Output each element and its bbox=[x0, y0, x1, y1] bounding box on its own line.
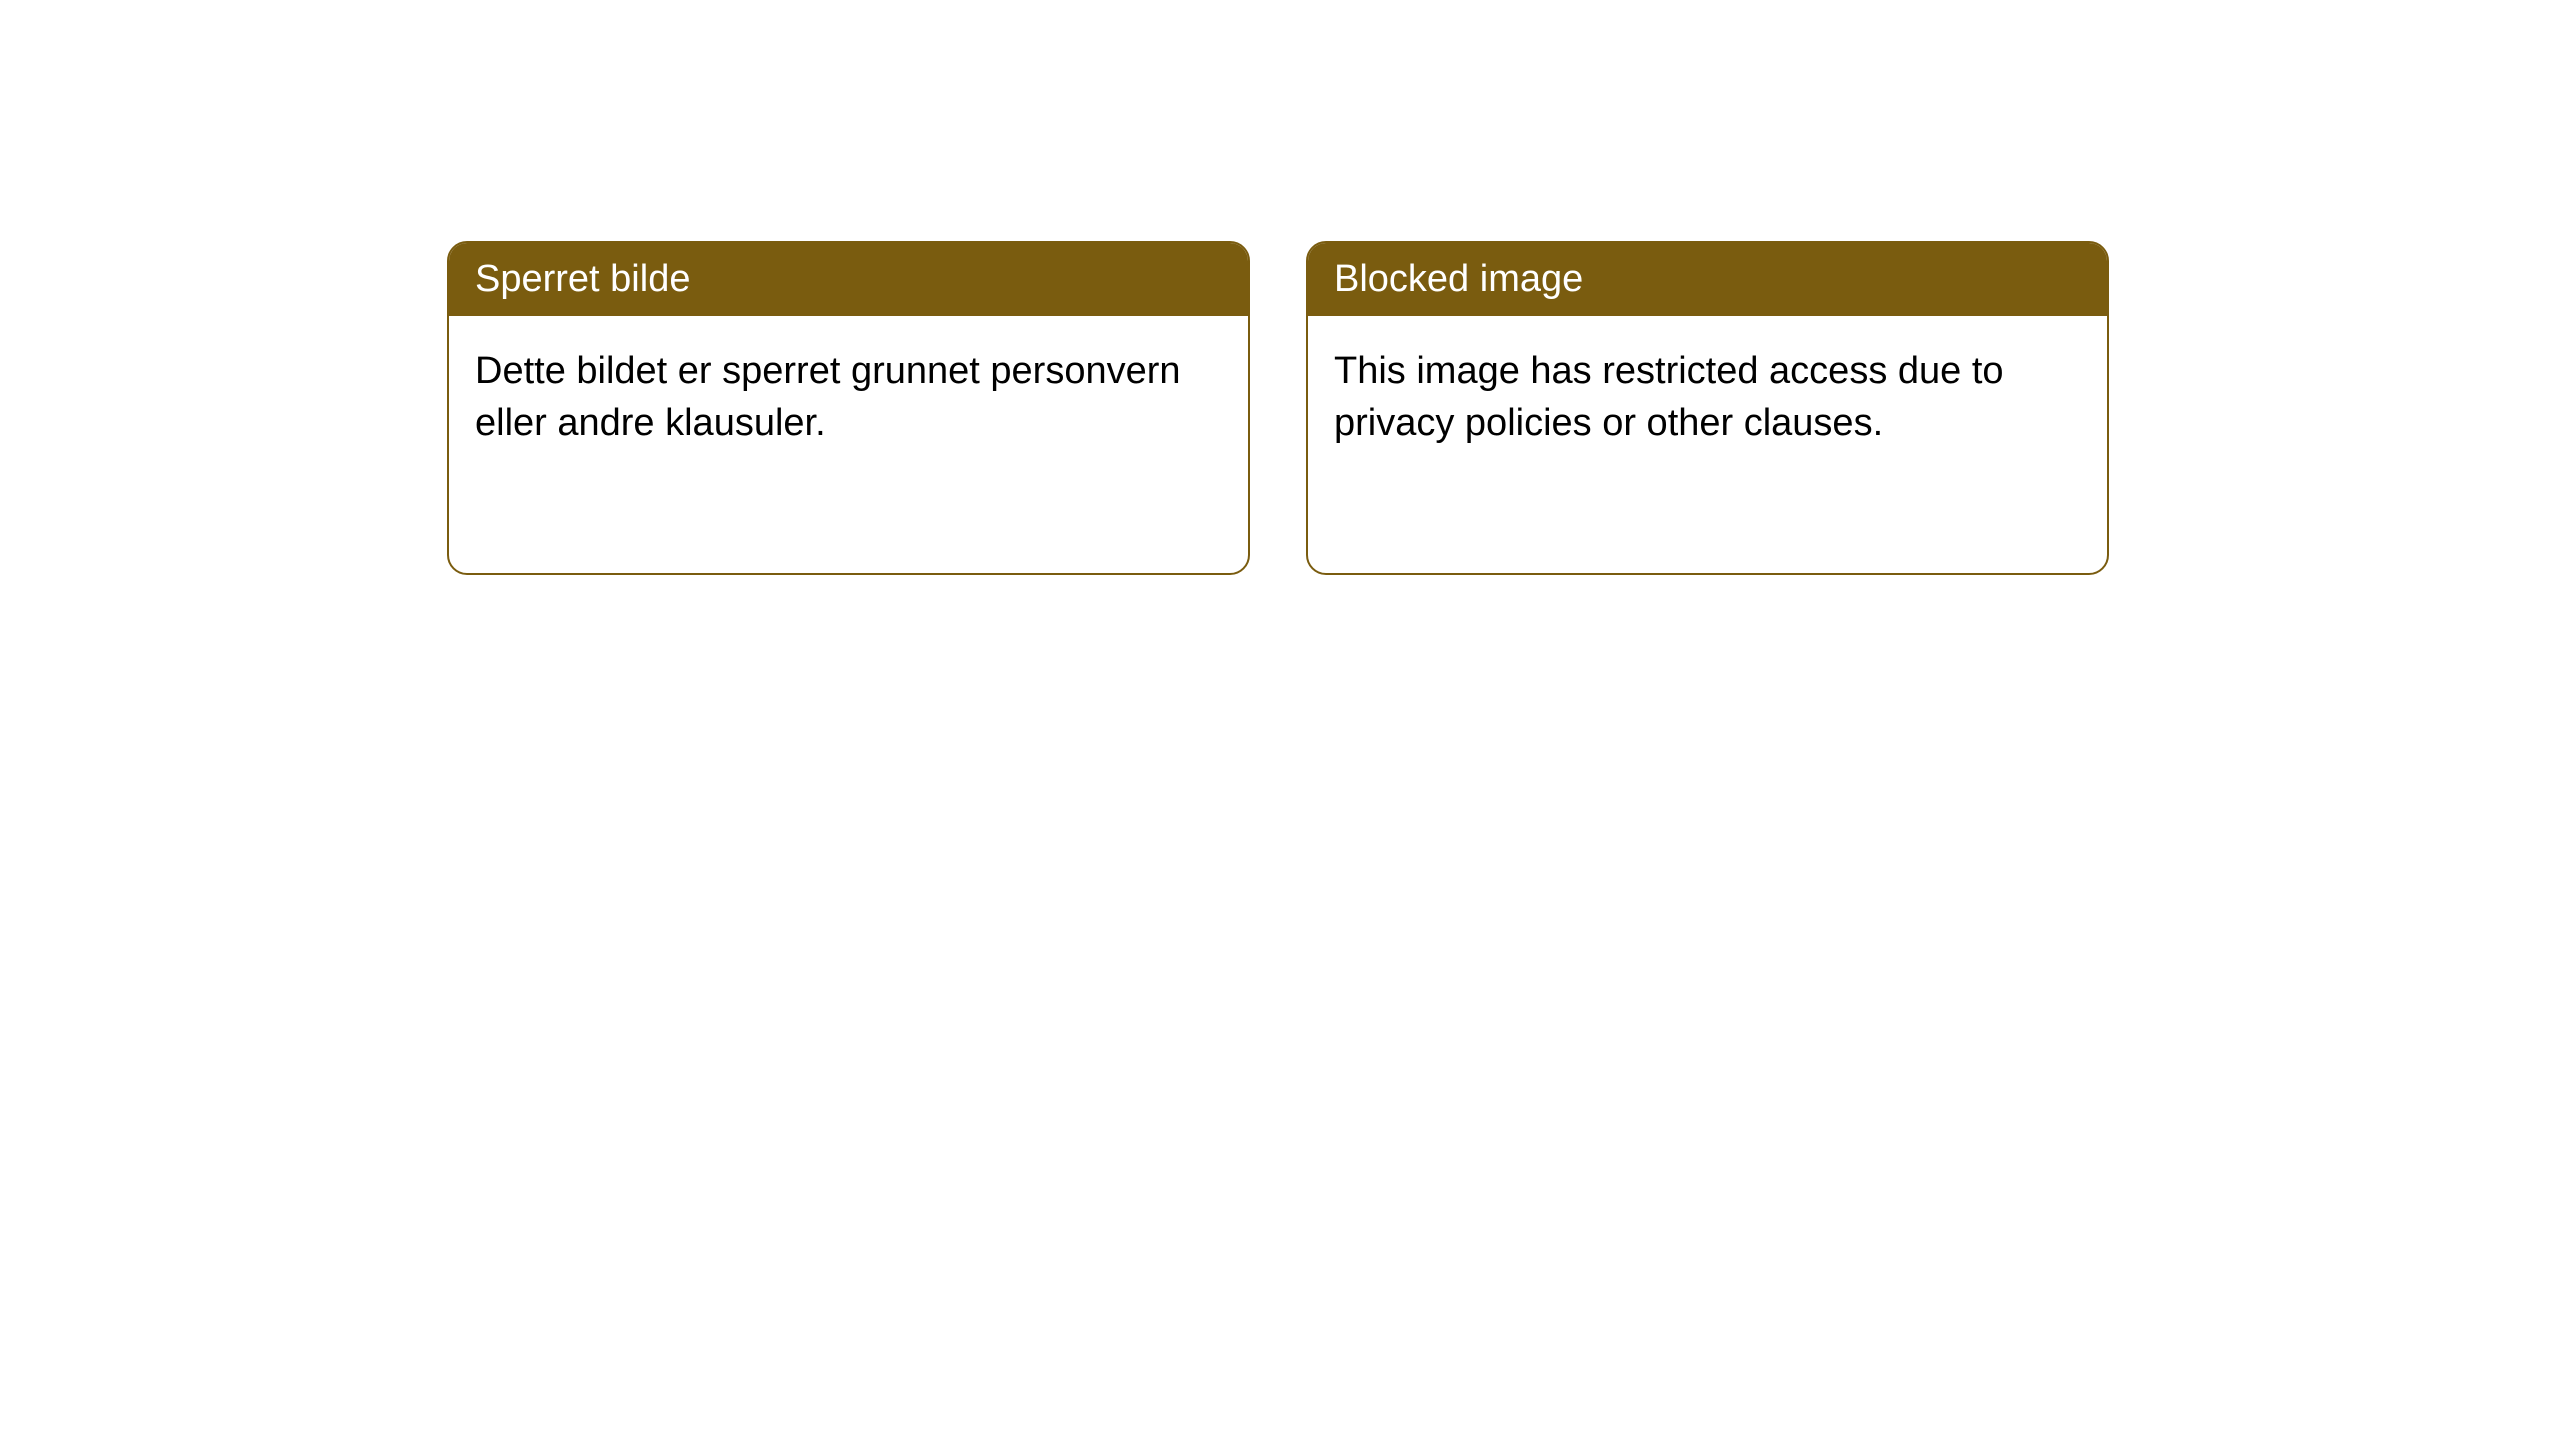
notice-body-norwegian: Dette bildet er sperret grunnet personve… bbox=[449, 316, 1248, 479]
notice-body-english: This image has restricted access due to … bbox=[1308, 316, 2107, 479]
notice-container: Sperret bilde Dette bildet er sperret gr… bbox=[447, 241, 2109, 575]
notice-card-norwegian: Sperret bilde Dette bildet er sperret gr… bbox=[447, 241, 1250, 575]
notice-title-english: Blocked image bbox=[1308, 243, 2107, 316]
notice-title-norwegian: Sperret bilde bbox=[449, 243, 1248, 316]
notice-card-english: Blocked image This image has restricted … bbox=[1306, 241, 2109, 575]
